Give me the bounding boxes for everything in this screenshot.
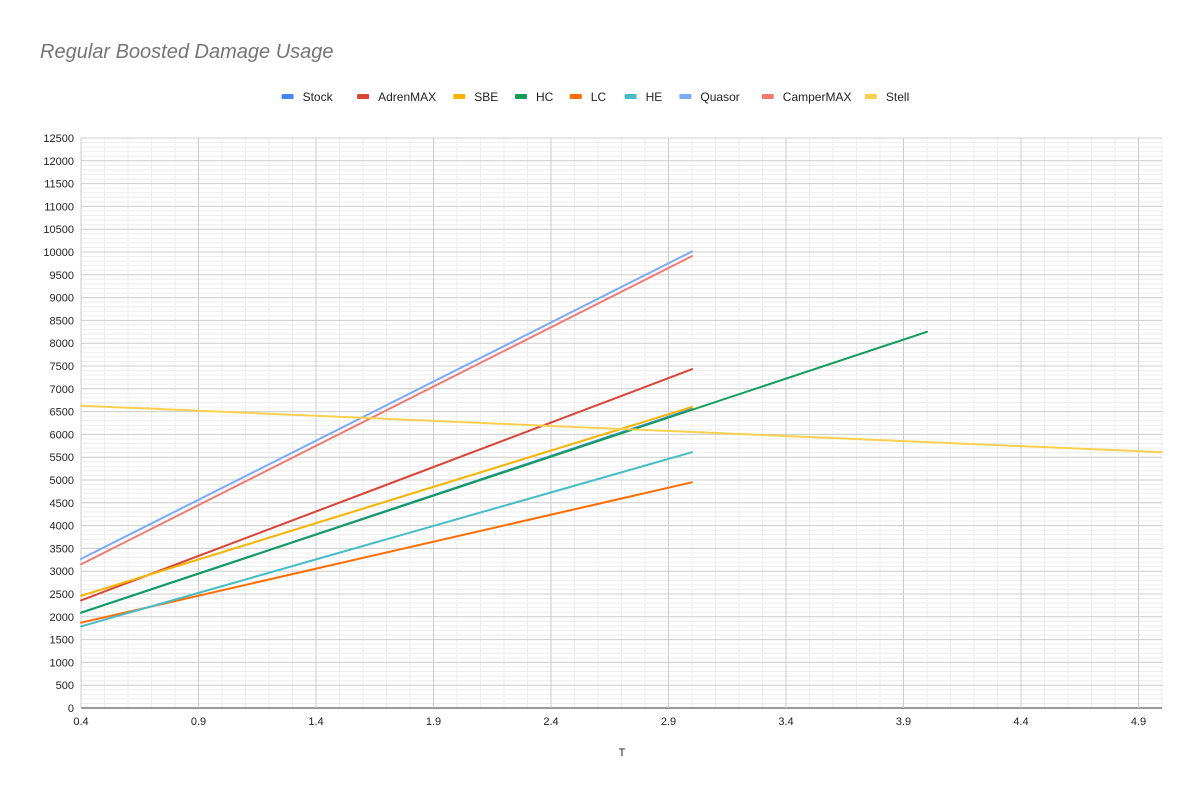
x-tick-label: 0.9 <box>191 716 206 728</box>
y-tick-label: 3500 <box>50 543 74 555</box>
series-line-lc <box>80 481 693 624</box>
y-tick-label: 0 <box>68 703 74 715</box>
series-line-sbe <box>80 406 693 597</box>
y-tick-label: 2000 <box>50 612 74 624</box>
x-axis-ticks: 0.4 0.9 1.4 1.9 2.4 2.9 3.4 3.9 4.4 4.9 <box>73 716 1146 728</box>
series-line-adrenmax <box>80 368 693 602</box>
legend-swatch-he <box>624 94 637 99</box>
chart-title: Regular Boosted Damage Usage <box>40 41 334 63</box>
legend-label-hc: HC <box>536 90 554 104</box>
series-line-campermax <box>80 255 693 566</box>
x-tick-label: 2.4 <box>543 716 558 728</box>
y-tick-label: 5500 <box>50 452 74 464</box>
y-tick-label: 9500 <box>50 270 74 282</box>
y-tick-label: 1500 <box>50 635 74 647</box>
legend-label-stock: Stock <box>303 90 334 104</box>
x-tick-label: 1.9 <box>426 716 441 728</box>
x-tick-label: 0.4 <box>73 716 88 728</box>
x-tick-label: 3.9 <box>896 716 911 728</box>
legend-swatch-adrenmax <box>357 94 370 99</box>
legend-label-lc: LC <box>591 90 607 104</box>
y-tick-label: 7000 <box>50 384 74 396</box>
y-tick-label: 2500 <box>50 589 74 601</box>
y-tick-label: 10500 <box>43 224 74 236</box>
y-tick-label: 8500 <box>50 315 74 327</box>
legend-label-sbe: SBE <box>474 90 498 104</box>
x-axis-title: T <box>619 747 626 759</box>
x-tick-label: 4.9 <box>1131 716 1146 728</box>
y-tick-label: 10000 <box>43 247 74 259</box>
legend-swatch-lc <box>569 94 582 99</box>
y-tick-label: 4500 <box>50 498 74 510</box>
y-tick-label: 12500 <box>43 133 74 145</box>
legend-swatch-stell <box>864 94 877 99</box>
y-tick-label: 7500 <box>50 361 74 373</box>
y-axis-ticks: 0 500 1000 1500 2000 2500 3000 3500 4000 4500 5000… <box>43 133 74 715</box>
series-line-stell <box>80 404 1163 454</box>
legend-label-stell: Stell <box>886 90 909 104</box>
legend-swatch-stock <box>281 94 294 99</box>
x-tick-label: 3.4 <box>778 716 793 728</box>
y-tick-label: 3000 <box>50 566 74 578</box>
y-tick-label: 5000 <box>50 475 74 487</box>
y-tick-label: 6500 <box>50 407 74 419</box>
y-tick-label: 8000 <box>50 338 74 350</box>
x-tick-label: 2.9 <box>661 716 676 728</box>
y-tick-label: 12000 <box>43 156 74 168</box>
legend-label-adrenmax: AdrenMAX <box>378 90 436 104</box>
y-tick-label: 1000 <box>50 657 74 669</box>
series-line-quasor <box>80 250 693 560</box>
y-tick-label: 11500 <box>44 179 74 191</box>
series-line-he <box>80 451 693 628</box>
series-line-hc <box>80 330 928 614</box>
major-grid <box>80 137 1162 709</box>
legend-swatch-quasor <box>679 94 692 99</box>
y-tick-label: 500 <box>56 680 74 692</box>
legend: Stock AdrenMAX SBE HC LC HE Quasor CamperMAX Ste… <box>281 90 909 104</box>
y-tick-label: 6000 <box>50 429 74 441</box>
legend-swatch-campermax <box>761 94 774 99</box>
legend-label-quasor: Quasor <box>700 90 739 104</box>
x-tick-label: 4.4 <box>1013 716 1028 728</box>
y-tick-label: 9000 <box>50 293 74 305</box>
minor-grid <box>81 138 1163 708</box>
legend-label-he: HE <box>646 90 663 104</box>
legend-swatch-hc <box>515 94 527 99</box>
x-tick-label: 1.4 <box>308 716 323 728</box>
series-lines <box>80 250 1163 628</box>
legend-swatch-sbe <box>453 94 466 99</box>
legend-label-campermax: CamperMAX <box>783 90 852 104</box>
y-tick-label: 4000 <box>50 521 74 533</box>
y-tick-label: 11000 <box>44 201 74 213</box>
